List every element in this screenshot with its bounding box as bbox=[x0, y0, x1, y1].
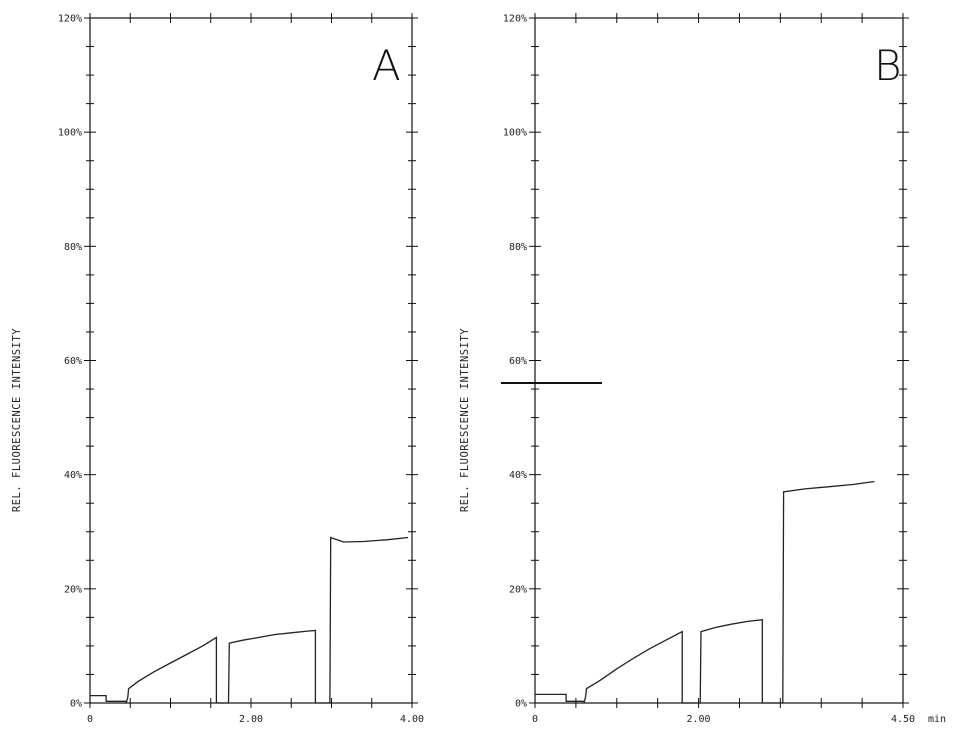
fluorescence-trace-b bbox=[535, 480, 875, 704]
y-tick-label-a: 120% bbox=[58, 14, 82, 25]
y-tick-label-b: 120% bbox=[503, 14, 527, 25]
y-tick-label-a: 60% bbox=[64, 356, 82, 367]
x-tick-label-b: 4.50 bbox=[891, 714, 915, 725]
x-tick-label-a: 0 bbox=[87, 714, 93, 725]
panel-letter-b: B bbox=[874, 41, 902, 90]
y-tick-label-a: 40% bbox=[64, 470, 82, 481]
ticks-a bbox=[84, 13, 418, 708]
y-tick-label-b: 20% bbox=[509, 584, 527, 595]
y-tick-label-a: 80% bbox=[64, 242, 82, 253]
y-tick-label-b: 60% bbox=[509, 356, 527, 367]
traces-a bbox=[90, 536, 409, 704]
y-tick-label-a: 20% bbox=[64, 584, 82, 595]
ticks-b bbox=[529, 13, 909, 708]
panel-a: A REL. FLUORESCENCE INTENSITY 0% 20% 40% 60… bbox=[11, 13, 424, 725]
plot-frame-a bbox=[89, 17, 413, 704]
y-tick-label-b: 40% bbox=[509, 470, 527, 481]
y-tick-label-b: 0% bbox=[515, 699, 527, 710]
plot-frame-b bbox=[534, 17, 904, 704]
y-tick-label-a: 0% bbox=[70, 699, 82, 710]
x-axis-unit-b: min bbox=[928, 714, 946, 725]
y-tick-label-b: 100% bbox=[503, 128, 527, 139]
traces-b bbox=[535, 480, 875, 704]
panel-letter-a: A bbox=[372, 41, 401, 90]
x-tick-label-b: 2.00 bbox=[687, 714, 711, 725]
x-tick-label-a: 2.00 bbox=[239, 714, 263, 725]
tick-labels-a: 0% 20% 40% 60% 80% 100% 120% 0 2.00 4.00 bbox=[58, 14, 424, 726]
y-tick-label-b: 80% bbox=[509, 242, 527, 253]
fluorescence-trace-a bbox=[90, 536, 409, 704]
panel-b: B REL. FLUORESCENCE INTENSITY min 0% 20% 4… bbox=[459, 13, 946, 725]
y-axis-title-b: REL. FLUORESCENCE INTENSITY bbox=[459, 328, 471, 512]
x-tick-label-a: 4.00 bbox=[400, 714, 424, 725]
y-tick-label-a: 100% bbox=[58, 128, 82, 139]
tick-labels-b: 0% 20% 40% 60% 80% 100% 120% 0 2.00 4.50 bbox=[503, 14, 915, 726]
y-axis-title-a: REL. FLUORESCENCE INTENSITY bbox=[11, 328, 23, 512]
x-tick-label-b: 0 bbox=[532, 714, 538, 725]
